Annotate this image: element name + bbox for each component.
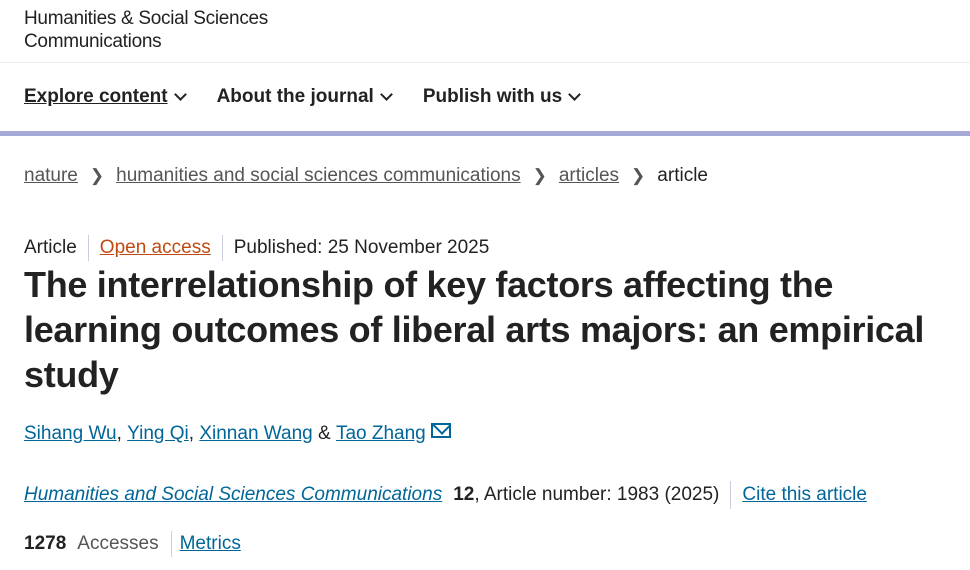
- breadcrumb-articles[interactable]: articles: [558, 165, 620, 186]
- article-type: Article: [24, 237, 77, 258]
- divider: [730, 481, 732, 509]
- volume: 12: [453, 484, 475, 505]
- article-title: The interrelationship of key factors aff…: [24, 264, 925, 395]
- email-icon[interactable]: [430, 422, 451, 438]
- chevron-down-icon: [568, 88, 582, 101]
- accesses-count: 1278: [24, 533, 67, 554]
- breadcrumb-nature[interactable]: nature: [24, 165, 78, 186]
- author-link[interactable]: Ying Qi: [127, 423, 189, 444]
- chevron-right-icon: ❯: [532, 166, 547, 185]
- nav-publish-with-us[interactable]: Publish with us: [423, 86, 582, 108]
- open-access-link[interactable]: Open access: [99, 237, 211, 258]
- chevron-right-icon: ❯: [631, 166, 646, 185]
- nav-about-journal[interactable]: About the journal: [217, 86, 393, 108]
- citation: Humanities and Social Sciences Communica…: [24, 481, 867, 509]
- article-metrics: 1278 Accesses Metrics: [24, 531, 241, 557]
- metrics-link[interactable]: Metrics: [179, 533, 241, 554]
- author-link[interactable]: Tao Zhang: [335, 423, 426, 444]
- breadcrumb: nature ❯ humanities and social sciences …: [24, 165, 708, 187]
- main-nav: Explore content About the journal Publis…: [24, 86, 582, 108]
- nav-explore-content[interactable]: Explore content: [24, 86, 187, 108]
- article-number: , Article number: 1983 (2025): [474, 484, 720, 505]
- divider: [87, 235, 89, 261]
- author-link[interactable]: Sihang Wu: [24, 423, 117, 444]
- chevron-down-icon: [379, 88, 393, 101]
- published-date: Published: 25 November 2025: [233, 237, 490, 258]
- chevron-right-icon: ❯: [89, 166, 105, 185]
- journal-link[interactable]: Humanities and Social Sciences Communica…: [24, 484, 443, 505]
- journal-logo[interactable]: Humanities & Social Sciences Communicati…: [24, 8, 268, 52]
- cite-this-article-link[interactable]: Cite this article: [742, 484, 867, 505]
- chevron-down-icon: [173, 88, 187, 101]
- breadcrumb-current: article: [657, 165, 708, 186]
- breadcrumb-journal[interactable]: humanities and social sciences communica…: [116, 165, 521, 186]
- accesses-label: Accesses: [77, 533, 159, 554]
- nav-bar-divider: [0, 131, 970, 136]
- divider: [170, 531, 172, 557]
- divider: [0, 62, 970, 63]
- author-list: Sihang Wu, Ying Qi, Xinnan Wang & Tao Zh…: [24, 422, 451, 445]
- author-link[interactable]: Xinnan Wang: [199, 423, 313, 444]
- divider: [221, 235, 223, 261]
- article-meta: Article Open access Published: 25 Novemb…: [24, 235, 489, 261]
